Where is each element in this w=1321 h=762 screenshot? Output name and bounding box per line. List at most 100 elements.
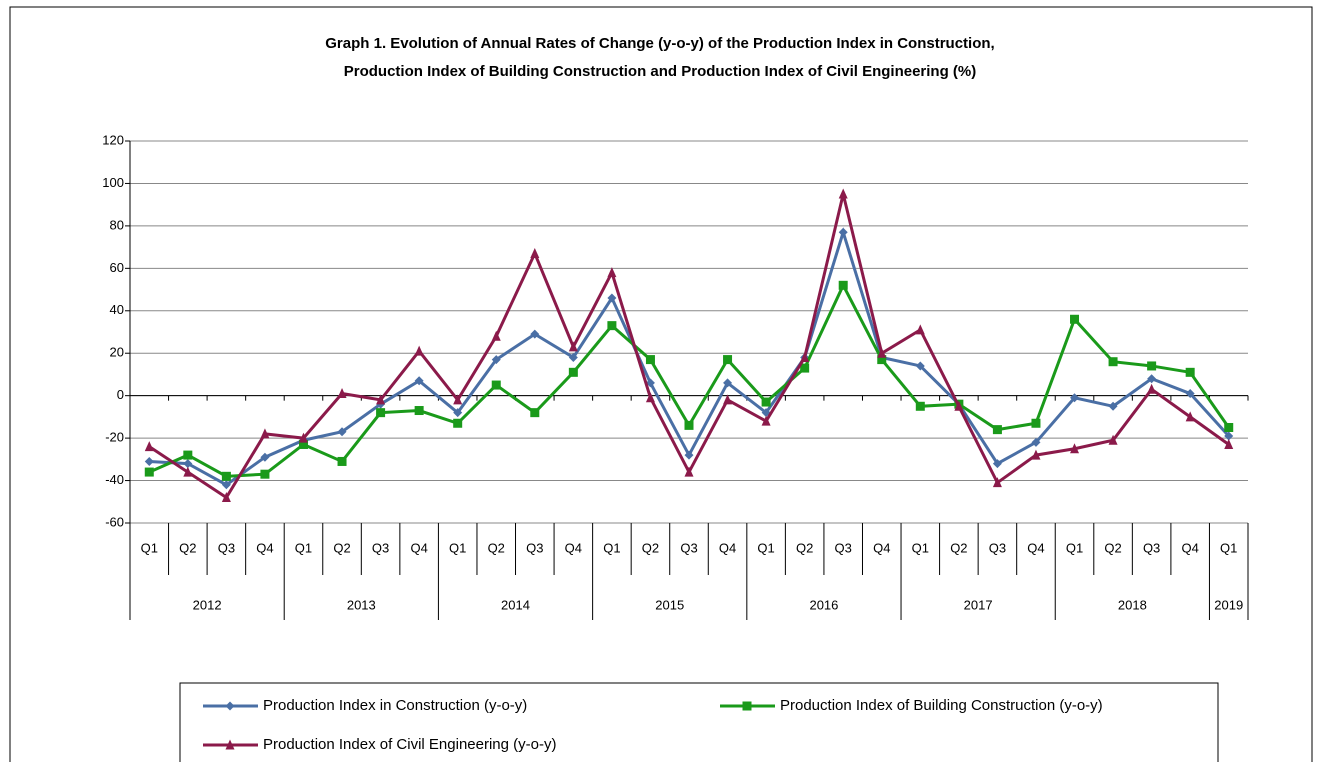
x-tick-label: Q4 xyxy=(410,540,427,555)
marker xyxy=(1185,367,1195,377)
marker xyxy=(684,450,694,460)
marker xyxy=(298,432,308,443)
y-tick-label: -60 xyxy=(105,514,124,529)
marker xyxy=(838,227,848,237)
marker xyxy=(414,406,424,416)
marker xyxy=(684,466,694,477)
y-tick-label: -20 xyxy=(105,430,124,445)
x-tick-label: Q4 xyxy=(256,540,273,555)
marker xyxy=(1031,449,1041,460)
y-tick-label: -40 xyxy=(105,472,124,487)
group-label: 2016 xyxy=(809,597,838,612)
marker xyxy=(144,441,154,452)
chart-title: Production Index of Building Constructio… xyxy=(344,63,977,80)
marker xyxy=(530,247,540,258)
marker xyxy=(1031,418,1041,428)
marker xyxy=(260,452,270,462)
marker xyxy=(1224,431,1234,441)
marker xyxy=(607,293,617,303)
marker xyxy=(337,456,347,466)
marker xyxy=(1224,423,1234,432)
y-tick-label: 40 xyxy=(110,302,124,317)
x-tick-label: Q1 xyxy=(603,540,620,555)
x-tick-label: Q1 xyxy=(757,540,774,555)
y-tick-label: 100 xyxy=(102,175,124,190)
marker xyxy=(1108,401,1118,411)
marker xyxy=(221,492,231,503)
marker xyxy=(225,739,235,750)
marker xyxy=(221,471,231,481)
x-tick-label: Q2 xyxy=(1104,540,1121,555)
marker xyxy=(723,394,733,405)
x-tick-label: Q4 xyxy=(873,540,890,555)
marker xyxy=(1147,383,1157,394)
x-tick-label: Q2 xyxy=(950,540,967,555)
marker xyxy=(183,450,193,460)
marker xyxy=(1070,314,1080,324)
marker xyxy=(915,401,925,411)
group-label: 2018 xyxy=(1118,597,1147,612)
y-tick-label: 0 xyxy=(117,387,124,402)
marker xyxy=(1224,438,1234,449)
marker xyxy=(225,701,235,711)
x-tick-label: Q4 xyxy=(1027,540,1044,555)
marker xyxy=(800,351,810,362)
marker xyxy=(915,324,925,335)
marker xyxy=(491,355,501,365)
group-label: 2014 xyxy=(501,597,530,612)
marker xyxy=(144,456,154,466)
x-tick-label: Q2 xyxy=(333,540,350,555)
marker xyxy=(723,355,733,365)
marker xyxy=(1185,389,1195,399)
x-tick-label: Q3 xyxy=(372,540,389,555)
marker xyxy=(221,480,231,490)
marker xyxy=(414,345,424,356)
marker xyxy=(800,363,810,373)
group-label: 2015 xyxy=(655,597,684,612)
marker xyxy=(568,367,578,377)
x-tick-label: Q3 xyxy=(218,540,235,555)
y-tick-label: 20 xyxy=(110,345,124,360)
group-label: 2012 xyxy=(193,597,222,612)
x-tick-label: Q1 xyxy=(141,540,158,555)
marker xyxy=(260,428,270,439)
legend-label: Production Index of Building Constructio… xyxy=(780,697,1103,714)
marker xyxy=(530,329,540,339)
x-tick-label: Q1 xyxy=(912,540,929,555)
x-tick-label: Q3 xyxy=(1143,540,1160,555)
marker xyxy=(1147,374,1157,384)
marker xyxy=(915,361,925,371)
marker xyxy=(337,388,347,399)
marker xyxy=(376,408,386,418)
x-tick-label: Q4 xyxy=(565,540,582,555)
marker xyxy=(144,467,154,477)
marker xyxy=(723,378,733,388)
legend-box xyxy=(179,682,1219,762)
x-tick-label: Q3 xyxy=(526,540,543,555)
x-tick-label: Q1 xyxy=(1066,540,1083,555)
marker xyxy=(1031,437,1041,447)
marker xyxy=(838,188,848,199)
marker xyxy=(645,378,655,388)
y-tick-label: 60 xyxy=(110,260,124,275)
marker xyxy=(838,280,848,290)
marker xyxy=(645,355,655,365)
marker xyxy=(298,439,308,449)
marker xyxy=(337,427,347,437)
group-label: 2013 xyxy=(347,597,376,612)
x-tick-label: Q4 xyxy=(719,540,736,555)
series-line xyxy=(148,281,1230,478)
marker xyxy=(877,355,887,365)
x-tick-label: Q3 xyxy=(989,540,1006,555)
marker xyxy=(1070,393,1080,403)
marker xyxy=(183,459,193,469)
y-tick-label: 120 xyxy=(102,132,124,147)
group-label: 2017 xyxy=(964,597,993,612)
x-tick-label: Q4 xyxy=(1182,540,1199,555)
marker xyxy=(1147,361,1157,371)
marker xyxy=(568,352,578,362)
marker xyxy=(1070,443,1080,454)
marker xyxy=(414,376,424,386)
marker xyxy=(491,380,501,390)
